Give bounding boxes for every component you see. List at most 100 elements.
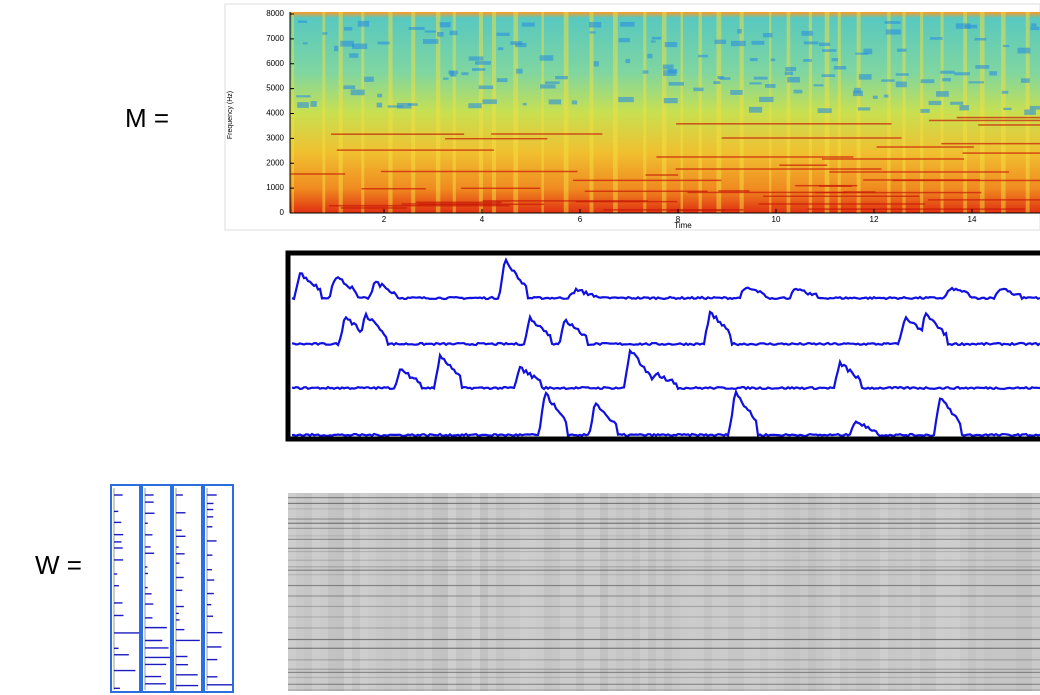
spectrogram-stripe [411, 12, 416, 213]
spectrogram-blob [940, 70, 955, 74]
spectrogram-blob [496, 32, 510, 36]
spectrogram-harmonic [721, 137, 902, 139]
spectrogram-blob [343, 85, 356, 90]
gray-row [288, 502, 1040, 505]
spectrogram-blob [461, 72, 469, 76]
spectrogram-harmonic [575, 200, 678, 203]
gray-row [288, 535, 1040, 537]
spectrogram-blob [647, 53, 653, 59]
activations-frame [285, 250, 1040, 442]
gray-row [288, 538, 1040, 540]
spectrogram-blob [714, 39, 727, 44]
gray-column [328, 493, 336, 691]
activation-curve [291, 348, 1040, 391]
spectrogram-blob [376, 102, 383, 108]
spectrogram-harmonic [461, 187, 541, 190]
activation-curve [291, 310, 1040, 347]
gray-column [440, 493, 448, 691]
gray-column [304, 493, 312, 691]
spectrogram-stripe [292, 12, 295, 213]
gray-column [456, 493, 464, 691]
gray-column [1016, 493, 1024, 691]
spectrogram-blob [664, 42, 678, 48]
spectrogram-stripe [563, 12, 569, 213]
spectrogram-blob [872, 95, 878, 99]
spectrogram-blob [344, 27, 353, 31]
spectrogram-blob [787, 76, 800, 83]
spectrogram-blob [942, 77, 951, 82]
spectrogram-blob [852, 90, 863, 97]
spectrogram-stripe [478, 12, 483, 213]
spectrogram-harmonic [645, 174, 679, 176]
gray-column [792, 493, 800, 691]
spectrogram-harmonic [962, 152, 1040, 154]
spectrogram-blob [1017, 47, 1031, 54]
m-label: M = [125, 103, 169, 133]
spectrogram-harmonic [417, 203, 544, 206]
spectrogram-stripe [435, 12, 441, 213]
basis-vectors [110, 484, 234, 693]
gray-row [288, 559, 1040, 561]
spectrogram-blob [855, 52, 869, 55]
gray-row [288, 647, 1040, 649]
spectrogram-blob [439, 22, 451, 28]
spectrogram-harmonic [978, 124, 1040, 126]
spectrogram-harmonic [795, 184, 858, 187]
spectrogram-blob [450, 74, 457, 77]
spectrogram-blob [954, 72, 970, 76]
x-tick-label: 8 [676, 215, 681, 224]
spectrogram-stripe [613, 12, 618, 213]
spectrogram-blob [749, 58, 758, 62]
spectrogram-blob [717, 76, 724, 79]
spectrogram-harmonic [416, 201, 502, 204]
spectrogram-stripe [680, 12, 684, 213]
x-tick-label: 4 [480, 215, 485, 224]
spectrogram-blob [930, 37, 943, 40]
x-tick-label: 14 [968, 215, 977, 224]
x-tick-label: 10 [772, 215, 781, 224]
gray-column [336, 493, 344, 691]
activation-curve [291, 257, 1040, 301]
gray-row [288, 676, 1040, 679]
gray-matrix [288, 493, 1040, 691]
gray-row [288, 605, 1040, 608]
spectrogram-stripe [643, 12, 647, 213]
spectrogram-blob [1020, 78, 1030, 83]
spectrogram-blob [468, 103, 482, 109]
spectrogram-stripe [698, 12, 702, 213]
spectrogram-blob [472, 68, 486, 71]
spectrogram-blob [785, 66, 797, 71]
spectrogram-blob [803, 41, 819, 45]
spectrogram-blob [593, 61, 599, 67]
gray-column [552, 493, 560, 691]
spectrogram-blob [719, 77, 731, 80]
spectrogram-blob [437, 32, 444, 37]
spectrogram-blob [730, 89, 743, 95]
spectrogram-blob [443, 77, 449, 80]
basis-column [172, 484, 203, 693]
spectrogram-blob [974, 37, 987, 41]
spectrogram [290, 12, 1040, 213]
spectrogram-blob [853, 87, 861, 94]
spectrogram-blob [496, 78, 508, 83]
spectrogram-blob [396, 102, 412, 109]
spectrogram-blob [449, 30, 458, 36]
spectrogram-blob [884, 21, 901, 24]
gray-row [288, 616, 1040, 618]
spectrogram-blob [1002, 44, 1010, 48]
gray-column [704, 493, 712, 691]
activations [291, 257, 1040, 438]
spectrogram-harmonic [956, 116, 1040, 119]
gray-column [784, 493, 792, 691]
spectrogram-stripe [322, 12, 326, 213]
spectrogram-stripe [716, 12, 722, 213]
spectrogram-stripe [338, 12, 343, 213]
spectrogram-blob [482, 99, 497, 105]
gray-column [600, 493, 608, 691]
gray-row [288, 497, 1040, 499]
spectrogram-harmonic [892, 179, 1040, 182]
gray-column [664, 493, 672, 691]
gray-column [864, 493, 872, 691]
spectrogram-harmonic [821, 158, 965, 160]
